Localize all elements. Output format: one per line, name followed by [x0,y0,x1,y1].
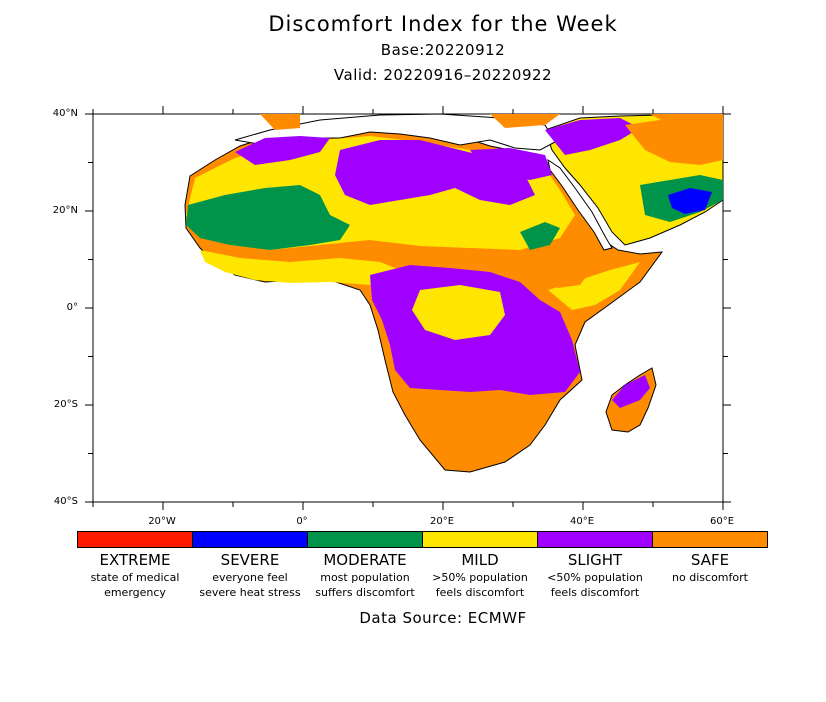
legend-label-extreme: EXTREME [99,551,171,569]
legend-swatch-mild [422,531,538,548]
arabia-slight-zone [545,118,640,155]
legend-swatch-safe [652,531,768,548]
egypt-slight-zone [470,148,552,180]
legend-desc-extreme: state of medical emergency [90,571,180,599]
base-date: Base:20220912 [380,41,506,59]
y-tick-0: 0° [66,302,78,313]
legend-label-moderate: MODERATE [323,551,407,569]
legend-label-safe: SAFE [690,551,730,569]
x-tick-20e: 20°E [429,516,455,527]
x-tick-40e: 40°E [569,516,595,527]
legend-label-mild: MILD [461,551,499,569]
east-africa-mild-zone [548,262,640,310]
legend-label-slight: SLIGHT [567,551,623,569]
x-tick-60e: 60°E [709,516,735,527]
legend-desc-slight: <50% population feels discomfort [547,571,643,599]
legend-desc-mild: >50% population feels discomfort [432,571,528,599]
sahel-moderate-zone [186,185,350,250]
data-source: Data Source: ECMWF [359,609,527,627]
y-tick-40n: 40°N [52,108,78,119]
congo-mild-zone [412,285,505,340]
legend-desc-severe: everyone feel severe heat stress [199,571,301,599]
legend-swatch-slight [537,531,653,548]
ethiopia-safe-zone [543,240,595,288]
legend-desc-moderate: most population suffers discomfort [315,571,415,599]
map-title: Discomfort Index for the Week [268,12,618,36]
y-tick-40s: 40°S [53,496,78,507]
europe-safe-zone [260,114,723,130]
legend-swatch-moderate [307,531,423,548]
x-tick-20w: 20°W [148,516,176,527]
legend-swatch-extreme [77,531,193,548]
mediterranean-sea [234,113,556,151]
red-sea [547,158,613,251]
y-tick-20s: 20°S [53,399,78,410]
arabia-safe-zone [625,118,723,165]
y-tick-20n: 20°N [52,205,78,216]
legend-desc-safe: no discomfort [672,571,748,584]
valid-period: Valid: 20220916–20220922 [333,66,553,84]
legend-label-severe: SEVERE [220,551,280,569]
madagascar-slight-zone [612,375,650,408]
arabia-severe-zone [668,188,712,214]
legend-swatch-severe [192,531,308,548]
x-tick-0: 0° [296,516,308,527]
maghreb-slight-zone [235,136,330,165]
west-africa-mild-zone [200,250,400,285]
sudan-moderate-zone [520,222,560,250]
